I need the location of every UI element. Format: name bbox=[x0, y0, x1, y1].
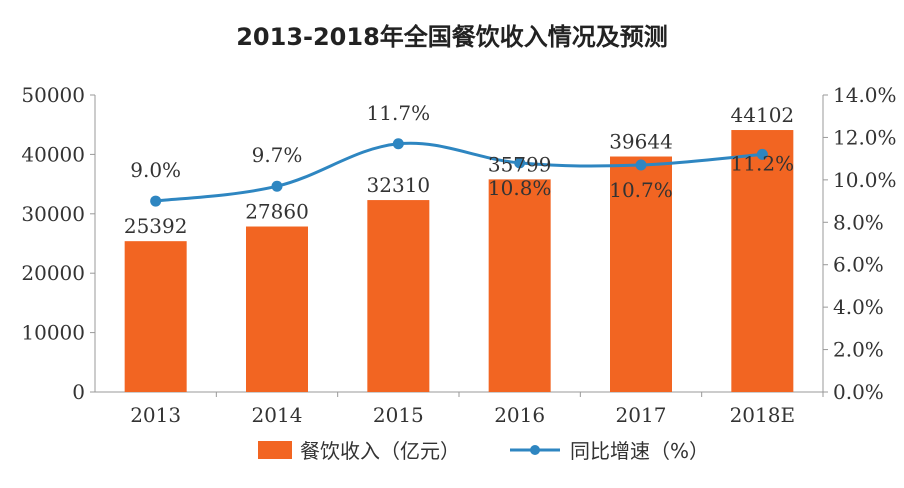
x-tick-label: 2016 bbox=[494, 403, 545, 427]
bar-value-label: 39644 bbox=[609, 130, 673, 154]
y-right-tick-label: 0.0% bbox=[833, 380, 884, 404]
growth-value-label: 10.7% bbox=[609, 178, 673, 202]
growth-value-label: 11.7% bbox=[367, 101, 431, 125]
x-tick-label: 2018E bbox=[730, 403, 796, 427]
y-left-tick-label: 20000 bbox=[21, 261, 85, 285]
plot-area: 0 10000 20000 30000 40000 50000 0.0% 2.0% 4.0% 6.… bbox=[21, 83, 896, 427]
bar-value-label: 44102 bbox=[731, 103, 795, 127]
y-right-tick-label: 14.0% bbox=[833, 83, 897, 107]
x-tick-label: 2014 bbox=[252, 403, 303, 427]
y-right-tick-label: 12.0% bbox=[833, 125, 897, 149]
bar-value-label: 25392 bbox=[124, 214, 188, 238]
legend-bar-swatch bbox=[258, 441, 292, 459]
growth-point bbox=[271, 180, 283, 192]
bar bbox=[246, 226, 308, 392]
bar-value-label: 32310 bbox=[367, 173, 431, 197]
bar bbox=[367, 200, 430, 392]
y-left-tick-label: 30000 bbox=[21, 202, 85, 226]
y-left-tick-label: 10000 bbox=[21, 321, 85, 345]
legend-line-marker bbox=[530, 445, 540, 455]
growth-line bbox=[155, 141, 763, 203]
growth-point bbox=[635, 159, 647, 171]
y-left-tick-label: 50000 bbox=[21, 83, 85, 107]
legend-line-label: 同比增速（%） bbox=[570, 439, 709, 463]
x-tick-label: 2013 bbox=[130, 403, 181, 427]
growth-point bbox=[150, 195, 162, 207]
bar bbox=[124, 241, 187, 392]
y-right-tick-label: 6.0% bbox=[833, 253, 884, 277]
growth-point bbox=[392, 138, 404, 150]
legend-bar-label: 餐饮收入（亿元） bbox=[300, 439, 460, 463]
bar bbox=[610, 156, 672, 392]
bar bbox=[731, 130, 794, 392]
growth-value-label: 9.0% bbox=[130, 158, 181, 182]
y-left-tick-label: 0 bbox=[72, 380, 85, 404]
bar-value-label: 35799 bbox=[488, 152, 552, 176]
growth-point bbox=[514, 157, 526, 169]
growth-value-label: 9.7% bbox=[252, 143, 303, 167]
y-right-tick-label: 10.0% bbox=[833, 168, 897, 192]
y-left-tick-label: 40000 bbox=[21, 142, 85, 166]
growth-value-label: 10.8% bbox=[488, 176, 552, 200]
x-tick-label: 2015 bbox=[373, 403, 424, 427]
bar-value-label: 27860 bbox=[245, 200, 309, 224]
chart-title: 2013-2018年全国餐饮收入情况及预测 bbox=[236, 23, 668, 51]
growth-value-label: 11.2% bbox=[731, 151, 795, 175]
x-tick-label: 2017 bbox=[616, 403, 667, 427]
y-right-tick-label: 2.0% bbox=[833, 338, 884, 362]
y-right-tick-label: 8.0% bbox=[833, 210, 884, 234]
legend: 餐饮收入（亿元） 同比增速（%） bbox=[258, 439, 709, 463]
bar bbox=[488, 179, 551, 392]
growth-point bbox=[756, 148, 768, 160]
y-right-tick-label: 4.0% bbox=[833, 295, 884, 319]
